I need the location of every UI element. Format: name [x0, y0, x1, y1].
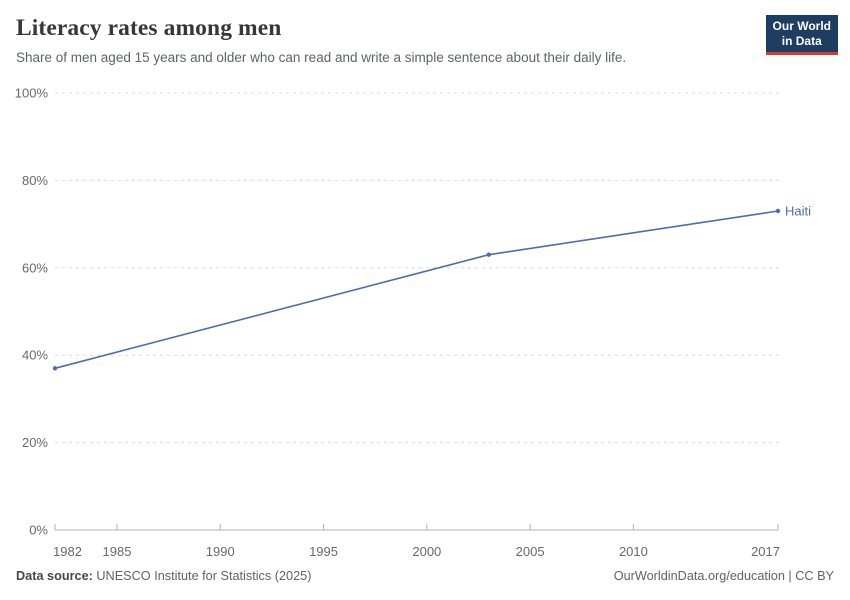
credit-link[interactable]: OurWorldinData.org/education | CC BY	[613, 569, 834, 583]
y-tick-label-100: 100%	[15, 86, 49, 101]
x-tick-label-2010: 2010	[619, 544, 648, 559]
owid-logo-line1: Our World	[772, 19, 831, 33]
y-tick-label-40: 40%	[22, 348, 48, 363]
x-tick-label-1995: 1995	[309, 544, 338, 559]
data-source-note: Data source: UNESCO Institute for Statis…	[16, 569, 311, 583]
x-tick-label-2005: 2005	[516, 544, 545, 559]
y-tick-label-60: 60%	[22, 260, 48, 275]
data-line-haiti[interactable]	[54, 210, 779, 370]
owid-logo[interactable]: Our World in Data	[765, 15, 838, 55]
y-tick-label-0: 0%	[29, 523, 48, 538]
chart-header: Literacy rates among men Share of men ag…	[16, 14, 750, 67]
x-tick-label-2000: 2000	[412, 544, 441, 559]
x-tick-label-1985: 1985	[103, 544, 132, 559]
chart-footer: Data source: UNESCO Institute for Statis…	[16, 569, 834, 583]
y-tick-label-80: 80%	[22, 173, 48, 188]
data-source-label: Data source:	[16, 569, 93, 583]
data-source-text: UNESCO Institute for Statistics (2025)	[92, 569, 312, 583]
x-tick-label-1990: 1990	[206, 544, 235, 559]
data-point-haiti-2003[interactable]	[486, 252, 491, 257]
data-point-haiti-2017[interactable]	[775, 208, 781, 214]
x-tick-label-1982: 1982	[53, 544, 82, 559]
series-end-label-haiti[interactable]: Haiti	[785, 203, 811, 218]
page-subtitle: Share of men aged 15 years and older who…	[16, 50, 627, 66]
y-tick-label-20: 20%	[22, 435, 48, 450]
x-tick-label-2017: 2017	[751, 544, 780, 559]
page-title: Literacy rates among men	[16, 15, 282, 41]
data-point-haiti-1982[interactable]	[52, 366, 58, 371]
owid-logo-line2: in Data	[781, 34, 822, 48]
